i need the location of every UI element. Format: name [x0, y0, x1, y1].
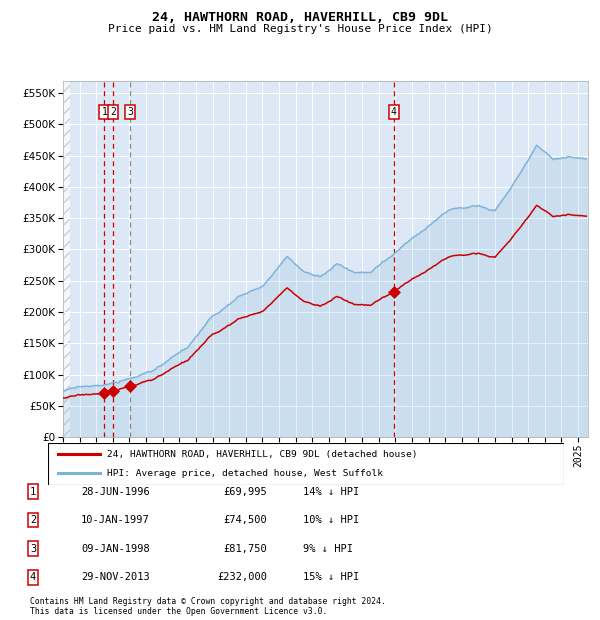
FancyBboxPatch shape	[48, 443, 564, 485]
Text: £74,500: £74,500	[223, 515, 267, 525]
Text: 2: 2	[110, 107, 116, 117]
Text: 29-NOV-2013: 29-NOV-2013	[81, 572, 150, 582]
Text: 1: 1	[30, 487, 36, 497]
Text: 9% ↓ HPI: 9% ↓ HPI	[303, 544, 353, 554]
Text: This data is licensed under the Open Government Licence v3.0.: This data is licensed under the Open Gov…	[30, 606, 328, 616]
Text: 3: 3	[127, 107, 133, 117]
Text: Contains HM Land Registry data © Crown copyright and database right 2024.: Contains HM Land Registry data © Crown c…	[30, 597, 386, 606]
Text: 3: 3	[30, 544, 36, 554]
Text: 14% ↓ HPI: 14% ↓ HPI	[303, 487, 359, 497]
Text: 28-JUN-1996: 28-JUN-1996	[81, 487, 150, 497]
Text: 4: 4	[30, 572, 36, 582]
Text: 1: 1	[101, 107, 107, 117]
Text: Price paid vs. HM Land Registry's House Price Index (HPI): Price paid vs. HM Land Registry's House …	[107, 24, 493, 33]
Text: £232,000: £232,000	[217, 572, 267, 582]
Text: 4: 4	[391, 107, 397, 117]
Text: £81,750: £81,750	[223, 544, 267, 554]
Text: 10-JAN-1997: 10-JAN-1997	[81, 515, 150, 525]
Text: 24, HAWTHORN ROAD, HAVERHILL, CB9 9DL (detached house): 24, HAWTHORN ROAD, HAVERHILL, CB9 9DL (d…	[107, 450, 418, 459]
Text: HPI: Average price, detached house, West Suffolk: HPI: Average price, detached house, West…	[107, 469, 383, 478]
Text: 15% ↓ HPI: 15% ↓ HPI	[303, 572, 359, 582]
Text: 2: 2	[30, 515, 36, 525]
Text: £69,995: £69,995	[223, 487, 267, 497]
Text: 10% ↓ HPI: 10% ↓ HPI	[303, 515, 359, 525]
Text: 24, HAWTHORN ROAD, HAVERHILL, CB9 9DL: 24, HAWTHORN ROAD, HAVERHILL, CB9 9DL	[152, 11, 448, 24]
Text: 09-JAN-1998: 09-JAN-1998	[81, 544, 150, 554]
